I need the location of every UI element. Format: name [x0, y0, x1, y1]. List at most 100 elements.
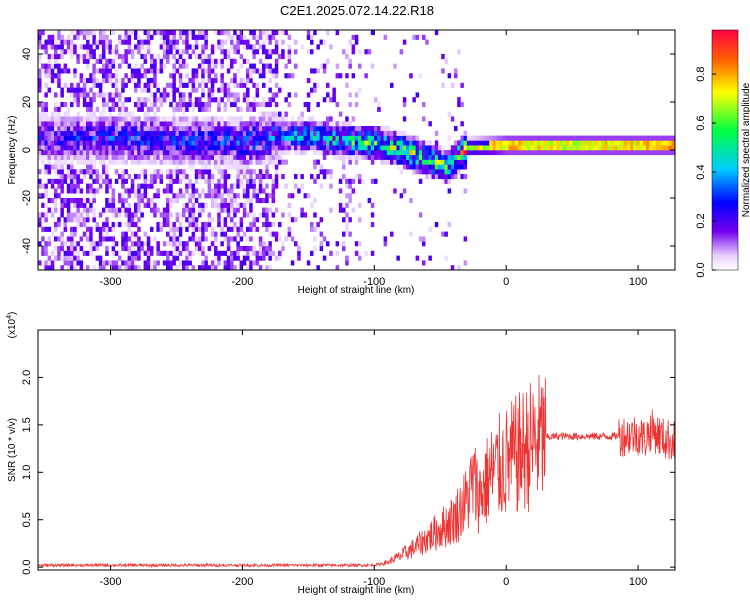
- heatmap-cell: [607, 135, 612, 141]
- heatmap-cell: [146, 82, 151, 88]
- heatmap-cell: [367, 198, 372, 204]
- heatmap-cell: [428, 164, 432, 170]
- heatmap-cell: [182, 265, 186, 270]
- heatmap-cell: [185, 116, 189, 122]
- heatmap-cell: [66, 116, 71, 122]
- heatmap-cell: [441, 54, 445, 60]
- heatmap-cell: [415, 164, 420, 170]
- heatmap-cell: [47, 260, 52, 266]
- heatmap-cell: [207, 169, 212, 175]
- heatmap-cell: [386, 145, 391, 151]
- heatmap-cell: [662, 135, 666, 141]
- heatmap-cell: [102, 159, 106, 165]
- heatmap-cell: [262, 140, 266, 146]
- heatmap-cell: [121, 58, 125, 64]
- heatmap-cell: [473, 150, 477, 156]
- heatmap-cell: [268, 34, 272, 40]
- heatmap-cell: [450, 116, 455, 122]
- heatmap-cell: [412, 154, 416, 160]
- heatmap-cell: [159, 135, 164, 141]
- heatmap-cell: [156, 82, 160, 88]
- heatmap-cell: [182, 159, 186, 165]
- heatmap-cell: [217, 202, 221, 208]
- heatmap-cell: [76, 169, 80, 175]
- heatmap-cell: [242, 150, 247, 156]
- heatmap-cell: [470, 135, 474, 141]
- heatmap-cell: [450, 82, 455, 88]
- heatmap-cell: [348, 159, 352, 165]
- heatmap-cell: [444, 154, 448, 160]
- heatmap-cell: [121, 140, 125, 146]
- heatmap-cell: [265, 226, 269, 232]
- heatmap-cell: [377, 154, 381, 160]
- heatmap-cell: [191, 145, 196, 151]
- heatmap-cell: [492, 140, 496, 146]
- heatmap-cell: [86, 198, 90, 204]
- heatmap-cell: [284, 159, 288, 165]
- heatmap-cell: [143, 97, 148, 103]
- heatmap-cell: [44, 135, 48, 141]
- heatmap-cell: [249, 63, 253, 69]
- heatmap-cell: [191, 82, 196, 88]
- heatmap-cell: [182, 39, 186, 45]
- heatmap-cell: [114, 68, 119, 74]
- heatmap-cell: [54, 92, 58, 98]
- heatmap-cell: [233, 130, 237, 136]
- heatmap-cell: [124, 178, 128, 184]
- heatmap-cell: [118, 212, 122, 218]
- heatmap-cell: [146, 111, 151, 117]
- heatmap-cell: [111, 140, 116, 146]
- heatmap-cell: [441, 174, 445, 180]
- heatmap-cell: [297, 140, 301, 146]
- heatmap-cell: [175, 255, 180, 261]
- heatmap-cell: [265, 174, 269, 180]
- heatmap-cell: [204, 116, 208, 122]
- heatmap-cell: [201, 87, 205, 93]
- heatmap-cell: [662, 145, 666, 151]
- heatmap-cell: [319, 63, 324, 69]
- heatmap-cell: [210, 58, 215, 64]
- heatmap-cell: [105, 226, 109, 232]
- heatmap-cell: [252, 97, 256, 103]
- heatmap-cell: [553, 140, 557, 146]
- heatmap-cell: [271, 154, 276, 160]
- heatmap-cell: [454, 145, 458, 151]
- heatmap-cell: [434, 164, 439, 170]
- heatmap-cell: [54, 121, 58, 127]
- heatmap-cell: [130, 73, 135, 79]
- heatmap-cell: [316, 265, 320, 270]
- heatmap-cell: [105, 34, 109, 40]
- heatmap-cell: [220, 145, 224, 151]
- heatmap-cell: [153, 82, 157, 88]
- heatmap-cell: [44, 73, 48, 79]
- heatmap-cell: [38, 58, 42, 64]
- heatmap-cell: [188, 212, 192, 218]
- heatmap-cell: [226, 260, 231, 266]
- heatmap-cell: [214, 63, 218, 69]
- heatmap-cell: [658, 145, 663, 151]
- heatmap-cell: [457, 154, 461, 160]
- heatmap-cell: [137, 106, 141, 112]
- heatmap-cell: [114, 87, 119, 93]
- heatmap-cell: [127, 217, 132, 223]
- heatmap-cell: [329, 97, 333, 103]
- heatmap-cell: [137, 78, 141, 84]
- heatmap-cell: [70, 226, 74, 232]
- heatmap-cell: [127, 63, 132, 69]
- heatmap-cell: [111, 193, 116, 199]
- heatmap-cell: [214, 130, 218, 136]
- heatmap-cell: [127, 130, 132, 136]
- heatmap-cell: [63, 63, 68, 69]
- heatmap-cell: [220, 63, 224, 69]
- heatmap-cell: [118, 159, 122, 165]
- heatmap-cell: [345, 126, 349, 132]
- heatmap-cell: [607, 150, 612, 156]
- heatmap-cell: [198, 207, 202, 213]
- heatmap-cell: [105, 78, 109, 84]
- heatmap-cell: [92, 246, 96, 252]
- heatmap-cell: [521, 145, 525, 151]
- heatmap-cell: [38, 193, 42, 199]
- heatmap-cell: [146, 202, 151, 208]
- heatmap-cell: [134, 159, 138, 165]
- heatmap-cell: [454, 174, 458, 180]
